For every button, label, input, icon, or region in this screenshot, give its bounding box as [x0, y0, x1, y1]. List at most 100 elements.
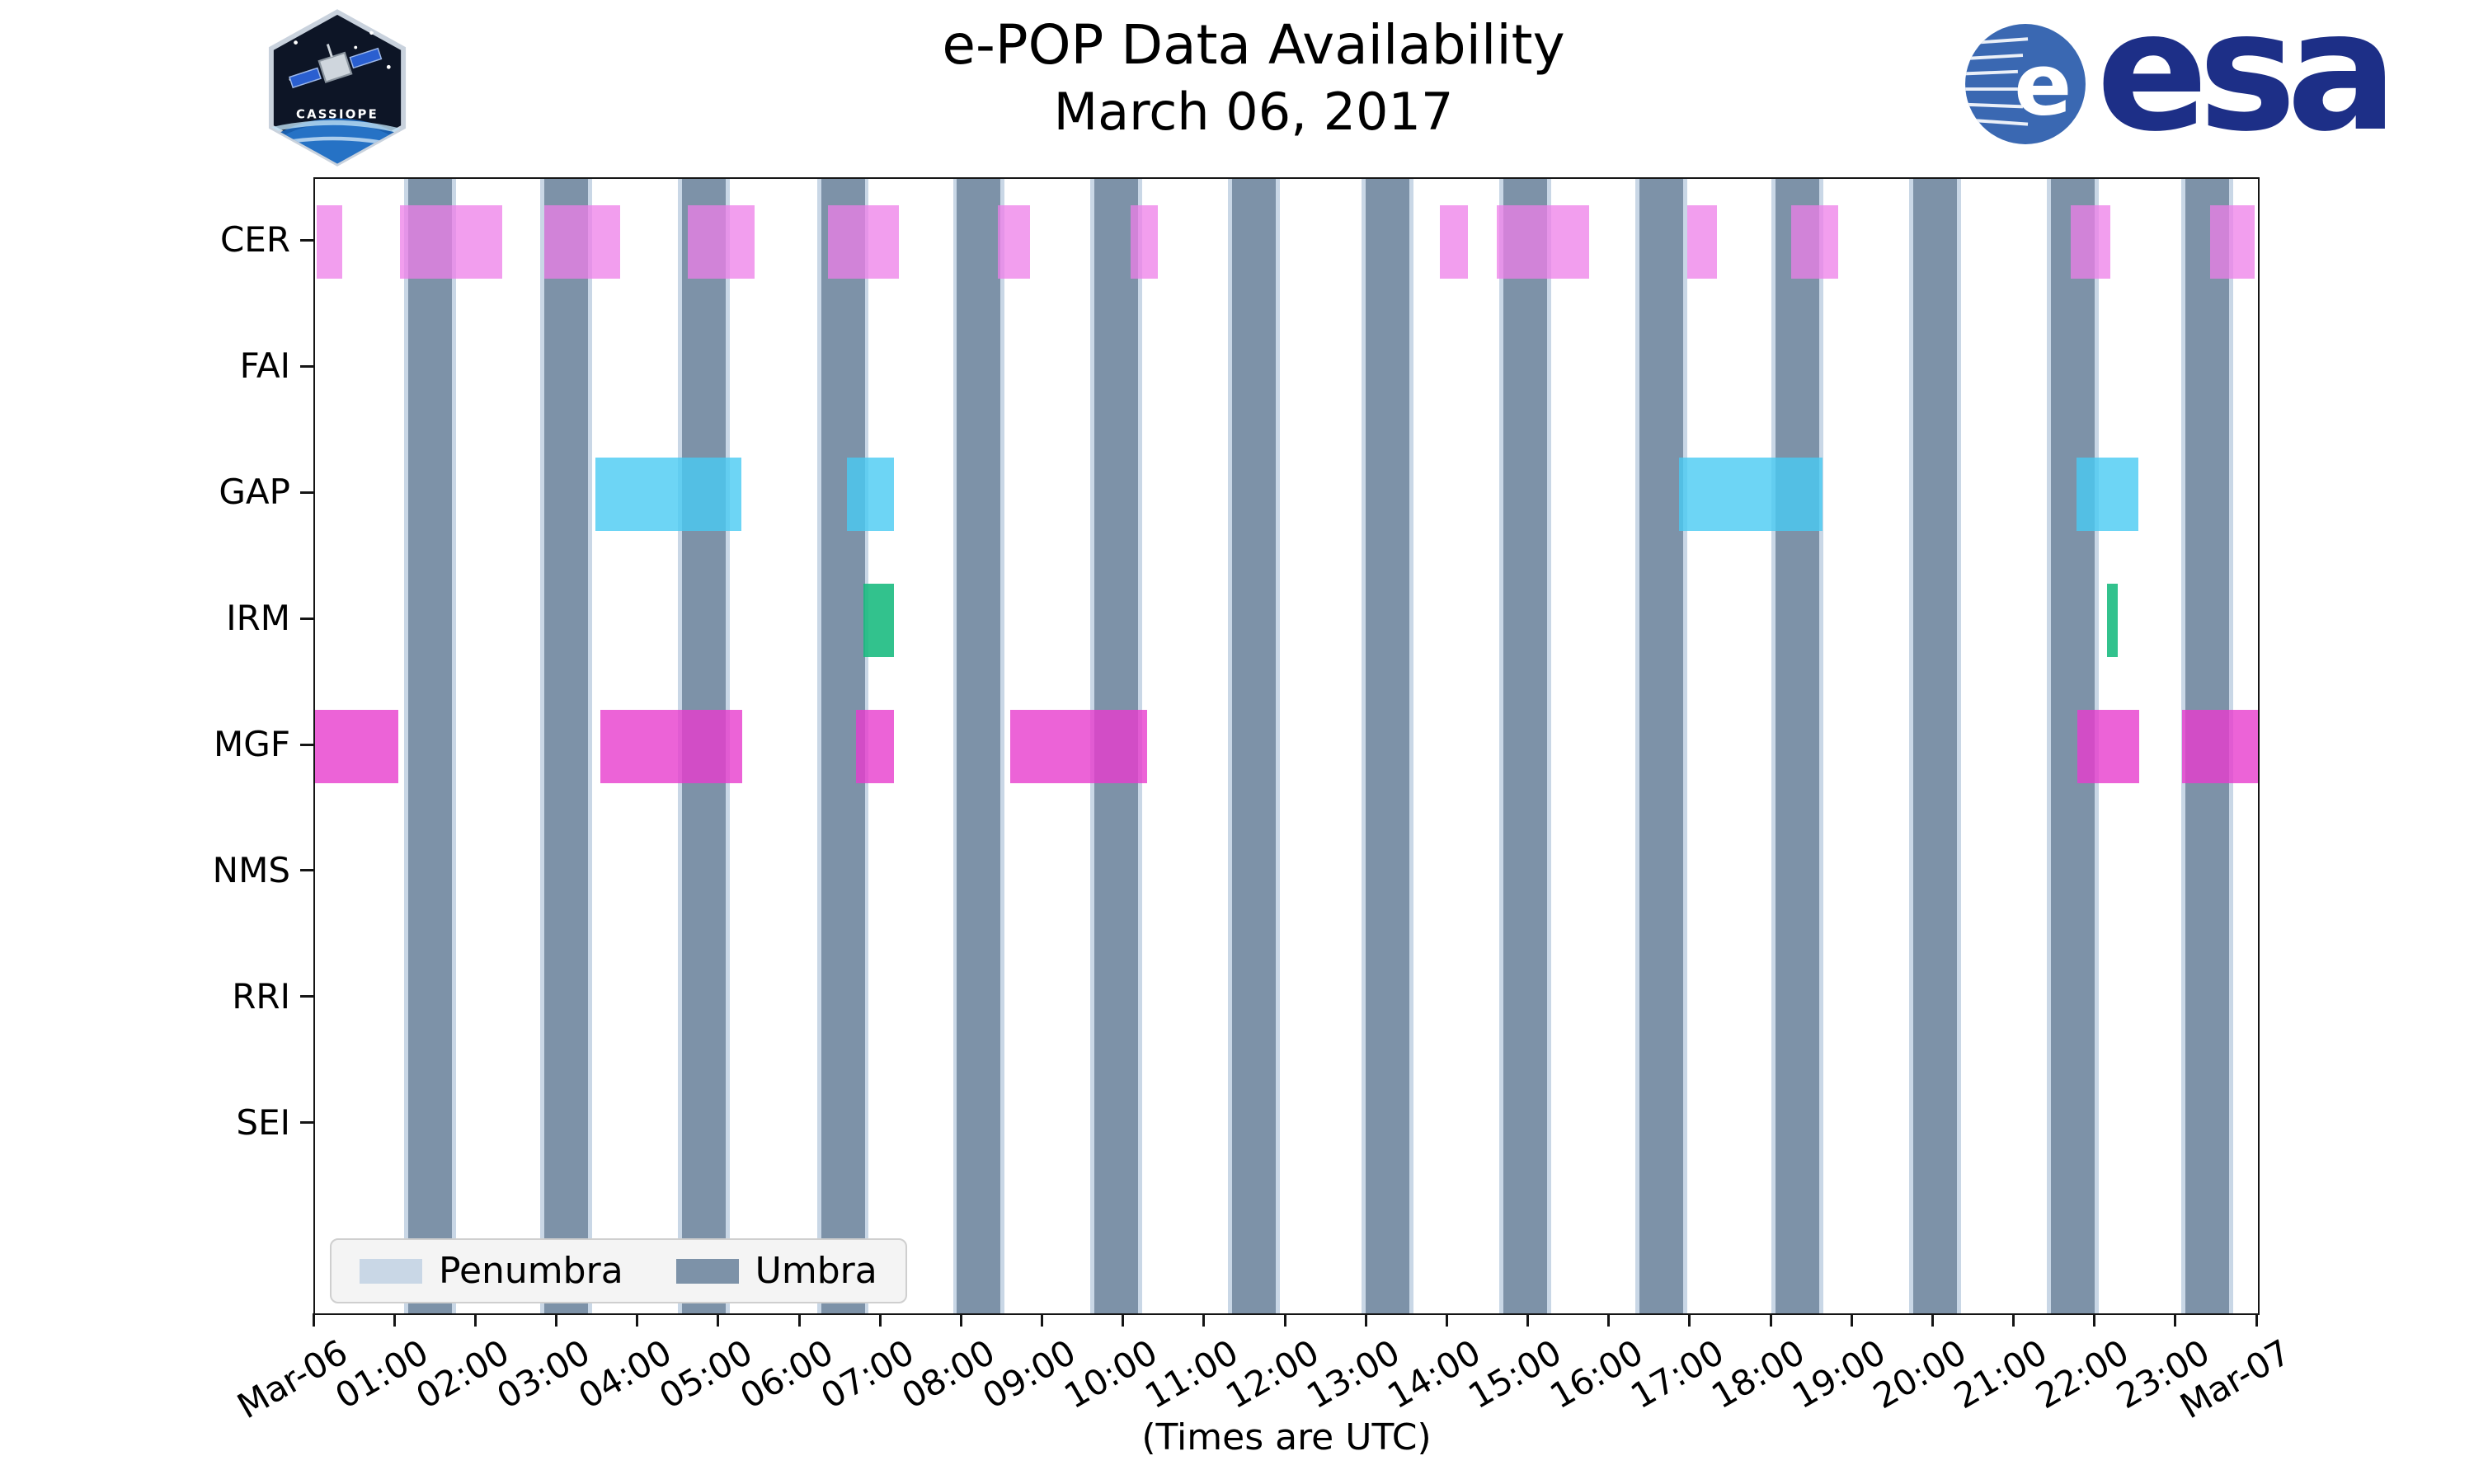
penumbra-bar: [403, 179, 408, 1313]
x-tick-mark: [474, 1313, 477, 1327]
x-tick-label: 14:00: [1380, 1331, 1488, 1417]
availability-bar-cer: [687, 205, 755, 279]
x-tick-label: 09:00: [976, 1331, 1083, 1417]
y-tick-mark: [300, 365, 313, 368]
penumbra-bar: [952, 179, 957, 1313]
x-tick-mark: [1202, 1313, 1205, 1327]
x-tick-mark: [717, 1313, 719, 1327]
x-tick-mark: [1284, 1313, 1286, 1327]
x-tick-mark: [879, 1313, 882, 1327]
x-tick-label: 15:00: [1461, 1331, 1569, 1417]
umbra-swatch-icon: [675, 1258, 739, 1284]
penumbra-swatch-icon: [360, 1258, 422, 1284]
x-tick-label: 02:00: [409, 1331, 516, 1417]
x-tick-label: 05:00: [652, 1331, 760, 1417]
x-tick-label: 22:00: [2028, 1331, 2136, 1417]
legend: Penumbra Umbra: [330, 1238, 907, 1303]
y-tick-mark: [300, 618, 313, 620]
y-tick-label-nms: NMS: [212, 850, 290, 890]
chart-title-block: e-POP Data Availability March 06, 2017: [627, 12, 1880, 143]
x-tick-label: 01:00: [328, 1331, 435, 1417]
x-tick-label: 19:00: [1785, 1331, 1893, 1417]
availability-bar-cer: [1439, 205, 1468, 279]
y-tick-mark: [300, 995, 313, 998]
penumbra-bar: [1635, 179, 1639, 1313]
x-tick-label: 06:00: [733, 1331, 840, 1417]
x-tick-label: 04:00: [571, 1331, 679, 1417]
y-tick-mark: [300, 869, 313, 871]
availability-bar-mgf: [315, 710, 399, 783]
penumbra-bar: [1818, 179, 1823, 1313]
availability-bar-gap: [2077, 458, 2138, 531]
x-tick-label: 10:00: [1056, 1331, 1164, 1417]
x-tick-mark: [1688, 1313, 1691, 1327]
x-tick-label: 03:00: [490, 1331, 597, 1417]
y-tick-label-gap: GAP: [219, 472, 290, 512]
y-tick-label-fai: FAI: [239, 345, 290, 386]
x-tick-label: 13:00: [1300, 1331, 1407, 1417]
legend-item-umbra: Umbra: [675, 1250, 877, 1292]
availability-bar-cer: [1497, 205, 1590, 279]
x-tick-mark: [1446, 1313, 1448, 1327]
umbra-bar: [407, 179, 452, 1313]
x-tick-label: 16:00: [1542, 1331, 1650, 1417]
x-tick-mark: [1041, 1313, 1043, 1327]
x-tick-mark: [636, 1313, 638, 1327]
penumbra-bar: [1276, 179, 1281, 1313]
x-tick-label: 18:00: [1705, 1331, 1812, 1417]
availability-bar-cer: [1686, 205, 1718, 279]
x-tick-mark: [393, 1313, 396, 1327]
cassiope-patch-text: CASSIOPE: [296, 108, 379, 122]
chart-subtitle: March 06, 2017: [1053, 81, 1454, 142]
x-tick-label: 08:00: [895, 1331, 1002, 1417]
legend-label-penumbra: Penumbra: [439, 1250, 623, 1292]
umbra-bar: [1639, 179, 1683, 1313]
x-tick-label: 12:00: [1219, 1331, 1326, 1417]
availability-bar-mgf: [600, 710, 743, 783]
availability-bar-cer: [400, 205, 502, 279]
penumbra-bar: [1771, 179, 1776, 1313]
esa-emblem-icon: e: [1965, 24, 2086, 144]
y-tick-mark: [300, 491, 313, 494]
availability-bar-cer: [997, 205, 1030, 279]
availability-bar-gap: [1679, 458, 1823, 531]
x-tick-mark: [1607, 1313, 1610, 1327]
availability-bar-cer: [2071, 205, 2111, 279]
y-tick-label-mgf: MGF: [214, 724, 290, 764]
x-tick-mark: [555, 1313, 557, 1327]
esa-wordmark: esa: [2096, 0, 2398, 168]
chart-title: e-POP Data Availability: [942, 13, 1565, 77]
penumbra-bar: [1228, 179, 1233, 1313]
availability-bar-mgf: [2181, 710, 2258, 783]
legend-label-umbra: Umbra: [755, 1250, 877, 1292]
x-tick-mark: [1365, 1313, 1367, 1327]
legend-item-penumbra: Penumbra: [360, 1250, 623, 1292]
x-tick-mark: [2255, 1313, 2258, 1327]
x-tick-mark: [1526, 1313, 1529, 1327]
availability-bar-cer: [316, 205, 343, 279]
y-tick-label-sei: SEI: [236, 1102, 290, 1143]
x-tick-mark: [2174, 1313, 2176, 1327]
x-tick-label: 20:00: [1866, 1331, 1973, 1417]
penumbra-bar: [587, 179, 592, 1313]
umbra-bar: [1912, 179, 1957, 1313]
availability-bar-gap: [595, 458, 742, 531]
esa-logo: e esa: [1963, 0, 2398, 155]
penumbra-bar: [1547, 179, 1551, 1313]
x-tick-mark: [1931, 1313, 1934, 1327]
umbra-bar: [1503, 179, 1548, 1313]
x-tick-mark: [1851, 1313, 1853, 1327]
penumbra-bar: [539, 179, 544, 1313]
x-tick-mark: [313, 1313, 315, 1327]
cassiope-mission-patch: CASSIOPE: [264, 8, 411, 171]
cassiope-patch-icon: CASSIOPE: [268, 9, 407, 167]
x-tick-label: 21:00: [1947, 1331, 2054, 1417]
availability-bar-mgf: [1010, 710, 1148, 783]
umbra-bar: [1775, 179, 1819, 1313]
y-tick-mark: [300, 744, 313, 746]
penumbra-bar: [1683, 179, 1687, 1313]
y-tick-mark: [300, 239, 313, 242]
umbra-bar: [543, 179, 588, 1313]
penumbra-bar: [1499, 179, 1504, 1313]
